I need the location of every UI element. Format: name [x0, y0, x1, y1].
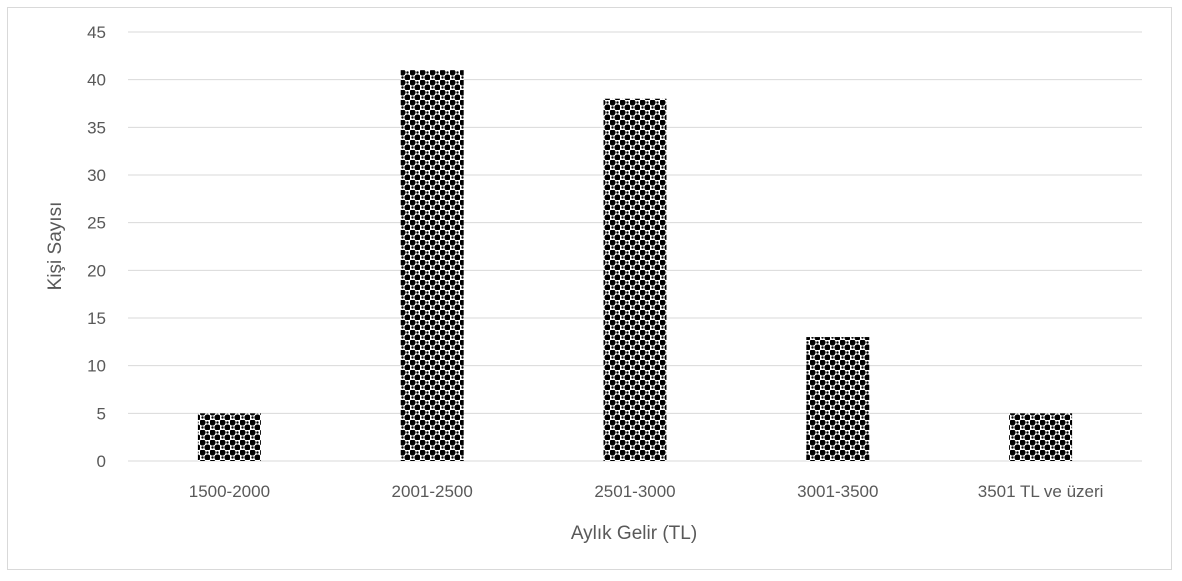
y-tick-label: 45 [87, 23, 106, 42]
x-axis-label: Aylık Gelir (TL) [571, 523, 697, 544]
y-tick-label: 40 [87, 71, 106, 90]
bar [197, 413, 261, 461]
y-tick-label: 20 [87, 261, 106, 280]
x-tick-label: 1500-2000 [189, 482, 270, 501]
y-tick-label: 30 [87, 166, 106, 185]
y-axis-label: Kişi Sayısı [45, 202, 66, 291]
y-tick-label: 0 [97, 452, 106, 471]
y-tick-label: 10 [87, 357, 106, 376]
y-tick-label: 5 [97, 404, 106, 423]
bar [1009, 413, 1073, 461]
x-tick-labels: 1500-2000 2001-2500 2501-3000 3001-3500 3501… [189, 482, 1104, 501]
bar [806, 337, 870, 461]
x-tick-label: 3001-3500 [797, 482, 878, 501]
x-tick-label: 2001-2500 [392, 482, 473, 501]
y-tick-label: 25 [87, 214, 106, 233]
gridlines [128, 31, 1142, 462]
chart-area [7, 7, 1172, 570]
y-tick-label: 15 [87, 309, 106, 328]
bar [400, 70, 464, 461]
bars [197, 70, 1073, 461]
bar [603, 98, 667, 461]
y-tick-labels: 0 5 10 15 20 25 30 35 40 45 [87, 23, 106, 471]
x-tick-label: 3501 TL ve üzeri [978, 482, 1104, 501]
y-tick-label: 35 [87, 118, 106, 137]
x-tick-label: 2501-3000 [594, 482, 675, 501]
